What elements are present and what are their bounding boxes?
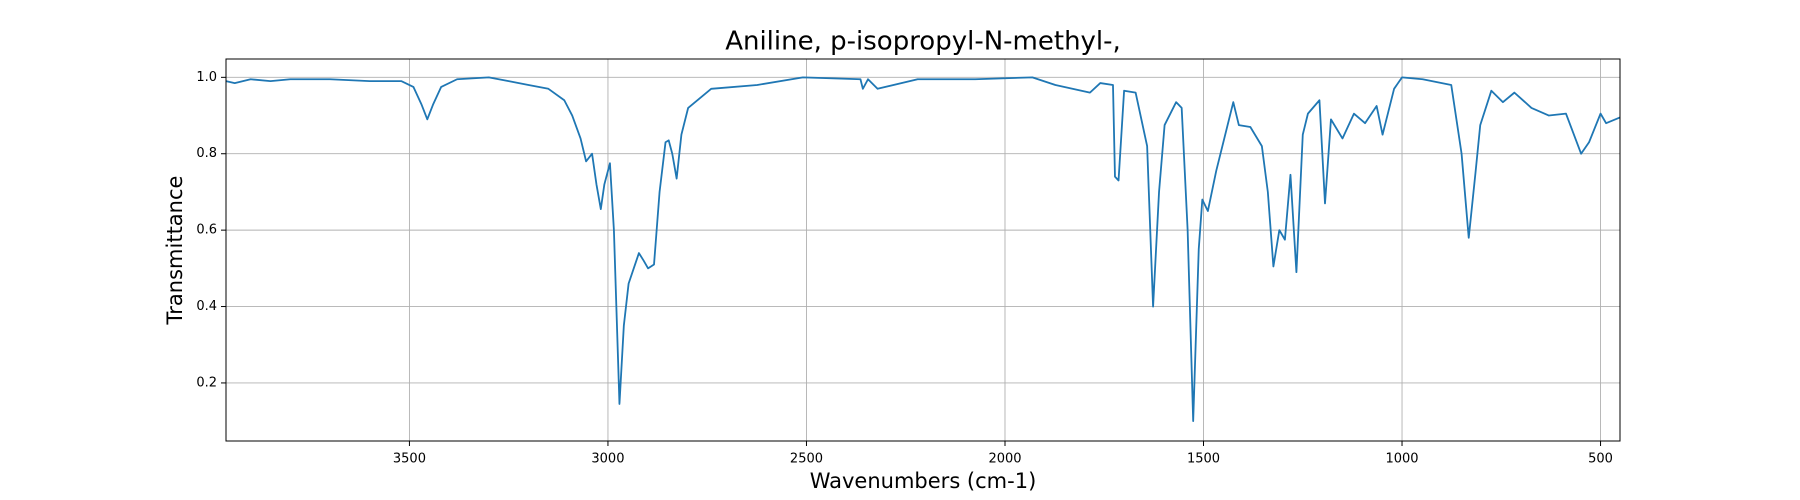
y-axis-label: Transmittance bbox=[163, 176, 187, 326]
x-tick-label: 2000 bbox=[988, 452, 1021, 467]
x-tick-label: 1500 bbox=[1187, 452, 1220, 467]
y-tick-label: 0.4 bbox=[196, 299, 217, 314]
plot-frame bbox=[225, 58, 1621, 442]
x-tick-label: 3500 bbox=[393, 452, 426, 467]
y-tick-label: 1.0 bbox=[196, 70, 217, 85]
chart-title: Aniline, p-isopropyl-N-methyl-, bbox=[725, 27, 1121, 57]
x-tick-label: 3000 bbox=[591, 452, 624, 467]
x-axis-label: Wavenumbers (cm-1) bbox=[810, 469, 1037, 493]
spectrum-line bbox=[225, 76, 1621, 423]
x-tick-label: 500 bbox=[1588, 452, 1613, 467]
y-tick-label: 0.8 bbox=[196, 146, 217, 161]
y-tick-label: 0.2 bbox=[196, 375, 217, 390]
x-tick-label: 2500 bbox=[790, 452, 823, 467]
y-tick-label: 0.6 bbox=[196, 223, 217, 238]
x-tick-label: 1000 bbox=[1385, 452, 1418, 467]
